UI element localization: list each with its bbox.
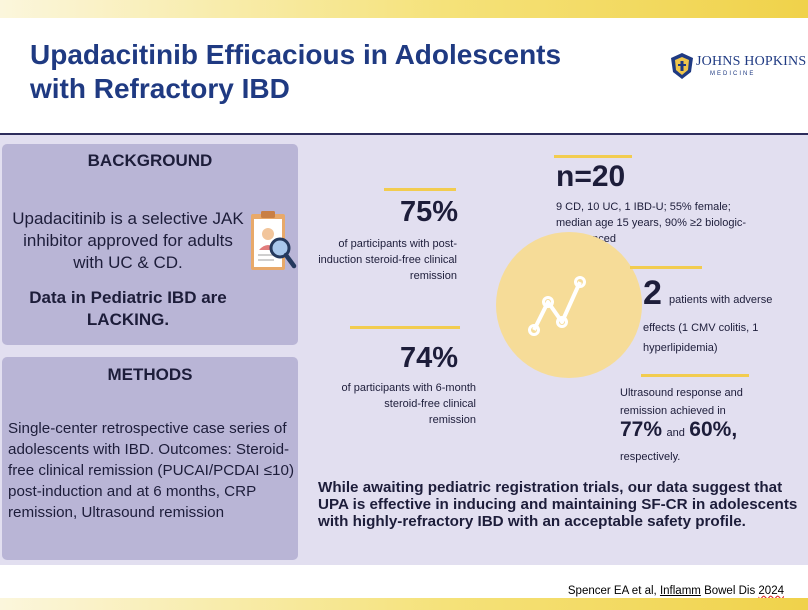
stat-us-values: 77% and 60%, <box>620 418 737 442</box>
stat-us-text: Ultrasound response and remission achiev… <box>620 387 743 417</box>
header-divider <box>0 133 808 135</box>
stat-adverse-accent-line <box>630 266 702 269</box>
logo-sub-text: MEDICINE <box>710 71 756 77</box>
hopkins-shield-icon <box>671 53 693 79</box>
stat-adverse-text-b: effects (1 CMV colitis, 1 hyperlipidemia… <box>643 322 759 354</box>
johns-hopkins-logo: JOHNS HOPKINS MEDICINE <box>670 52 806 82</box>
citation-journal: Inflamm <box>659 585 701 597</box>
stat-adverse-value: 2 <box>643 274 662 312</box>
logo-main-text: JOHNS HOPKINS <box>696 54 807 69</box>
methods-heading: METHODS <box>107 365 193 384</box>
background-box: BACKGROUND Upadacitinib is a selective J… <box>2 144 298 345</box>
trend-line-icon <box>528 276 586 336</box>
background-heading: BACKGROUND <box>87 151 213 170</box>
stat-74-value: 74% <box>399 342 458 374</box>
stat-n-accent-line <box>554 155 632 158</box>
clipboard-magnifier-icon <box>251 211 297 270</box>
citation-year: 2024 <box>758 585 784 597</box>
background-bold-text: Data in Pediatric IBD are LACKING. <box>29 288 227 329</box>
stat-us-comma: , <box>731 418 738 441</box>
stat-n-value: n=20 <box>556 160 626 193</box>
stat-75-accent-line <box>384 188 456 191</box>
stat-74-text: of participants with 6-month steroid-fre… <box>341 382 476 426</box>
slide-title: Upadacitinib Efficacious in Adolescents … <box>30 39 562 104</box>
stat-us-remission-value: 60% <box>689 418 732 441</box>
stat-us-accent-line <box>641 374 749 377</box>
stat-75-value: 75% <box>399 196 458 228</box>
methods-text: Single-center retrospective case series … <box>8 420 295 521</box>
background-text: Upadacitinib is a selective JAK inhibito… <box>12 209 244 272</box>
bottom-accent-bar <box>0 598 808 610</box>
citation: Spencer EA et al, Inflamm Bowel Dis 2024 <box>568 585 784 597</box>
top-accent-bar <box>0 0 808 18</box>
citation-journal-rest: Bowel Dis <box>704 585 756 597</box>
stat-us-tail: respectively. <box>620 451 681 463</box>
methods-box: METHODS Single-center retrospective case… <box>2 357 298 560</box>
center-circle <box>496 232 642 378</box>
stat-us-and: and <box>666 427 685 439</box>
stat-adverse-text-a: patients with adverse <box>669 294 773 306</box>
stat-74-accent-line <box>350 326 460 329</box>
citation-authors: Spencer EA et al, <box>567 585 657 597</box>
stat-75-text: of participants with post-induction ster… <box>318 238 457 282</box>
stat-us-response-value: 77% <box>620 418 663 441</box>
conclusion-text: While awaiting pediatric registration tr… <box>318 479 798 530</box>
